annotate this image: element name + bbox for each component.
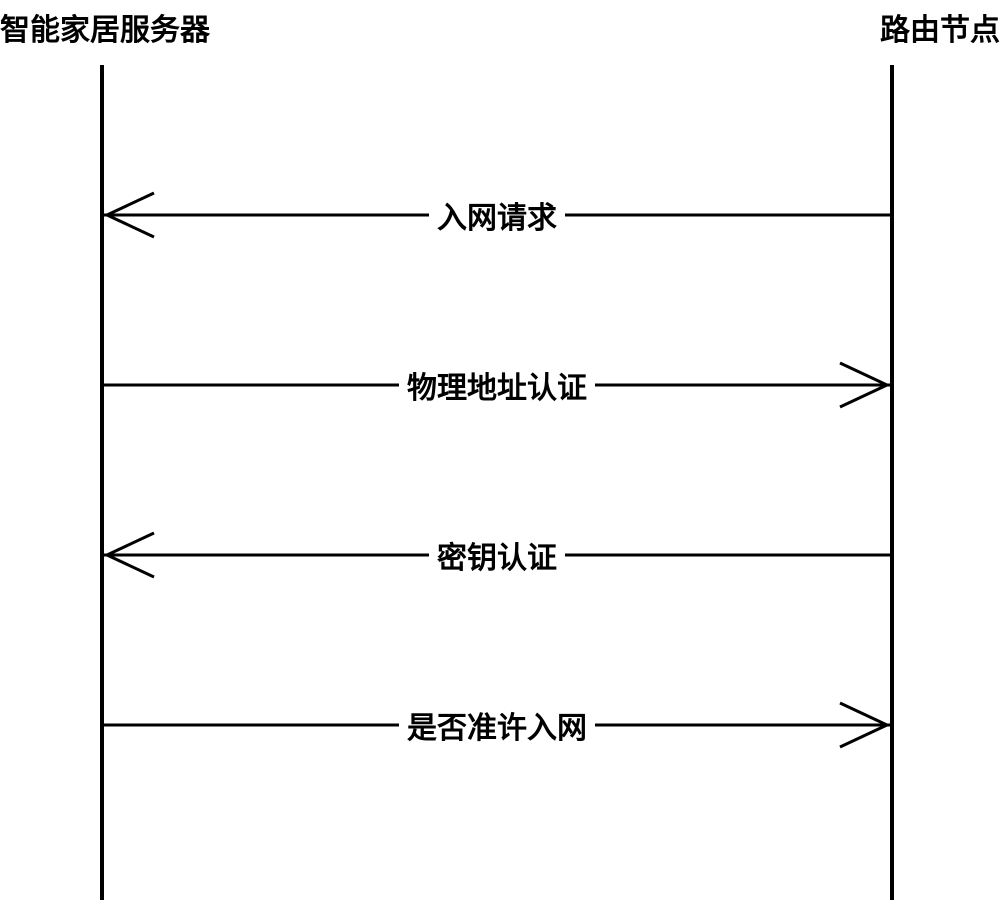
message-4-label: 是否准许入网	[399, 703, 595, 747]
message-1-label: 入网请求	[429, 193, 565, 237]
participant-left-label: 智能家居服务器	[0, 5, 210, 49]
participant-right-label: 路由节点	[880, 5, 1000, 49]
message-row-4: 是否准许入网	[104, 710, 890, 740]
message-2-label: 物理地址认证	[399, 363, 595, 407]
message-row-3: 密钥认证	[104, 540, 890, 570]
message-row-2: 物理地址认证	[104, 370, 890, 400]
lifeline-right	[890, 65, 894, 900]
message-3-label: 密钥认证	[429, 533, 565, 577]
arrow-head-right-icon	[835, 700, 890, 750]
sequence-diagram: 智能家居服务器 路由节点 入网请求 物理地址认证	[0, 0, 1000, 901]
message-row-1: 入网请求	[104, 200, 890, 230]
arrow-head-right-icon	[835, 360, 890, 410]
